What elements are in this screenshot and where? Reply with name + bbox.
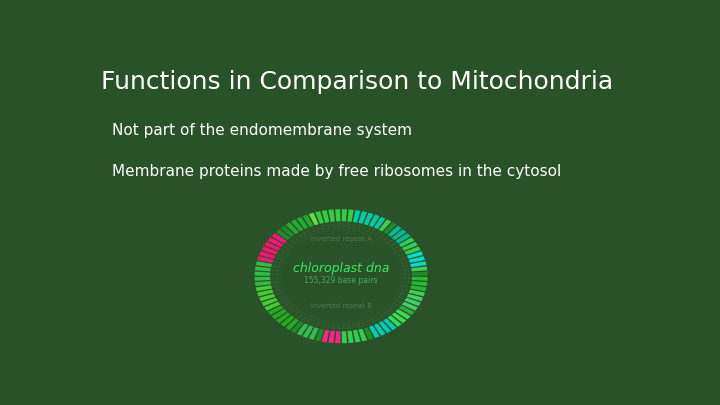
Polygon shape	[291, 220, 303, 231]
Polygon shape	[264, 302, 280, 311]
Polygon shape	[328, 330, 335, 343]
Polygon shape	[379, 321, 391, 333]
Polygon shape	[410, 261, 426, 267]
Text: chloroplast dna: chloroplast dna	[293, 262, 390, 275]
Polygon shape	[256, 286, 272, 291]
Polygon shape	[347, 209, 354, 222]
Polygon shape	[286, 222, 299, 234]
Polygon shape	[342, 331, 347, 343]
Polygon shape	[392, 312, 406, 323]
Polygon shape	[259, 251, 275, 259]
Polygon shape	[407, 294, 423, 301]
Polygon shape	[402, 242, 418, 251]
Polygon shape	[353, 210, 361, 223]
Polygon shape	[405, 246, 420, 255]
Polygon shape	[286, 318, 299, 330]
Polygon shape	[259, 294, 275, 301]
Text: Membrane proteins made by free ribosomes in the cytosol: Membrane proteins made by free ribosomes…	[112, 164, 562, 179]
Polygon shape	[387, 226, 402, 237]
Polygon shape	[297, 217, 308, 229]
Polygon shape	[379, 220, 391, 231]
Polygon shape	[383, 222, 397, 234]
Polygon shape	[281, 315, 294, 327]
Polygon shape	[374, 217, 385, 229]
Polygon shape	[257, 290, 274, 296]
Polygon shape	[409, 256, 425, 263]
Polygon shape	[256, 261, 272, 267]
Polygon shape	[383, 318, 397, 330]
Polygon shape	[364, 213, 374, 225]
Polygon shape	[328, 209, 335, 222]
Polygon shape	[281, 226, 294, 237]
Polygon shape	[322, 330, 329, 342]
Polygon shape	[374, 324, 385, 336]
Polygon shape	[399, 237, 415, 247]
Polygon shape	[264, 242, 280, 251]
Polygon shape	[261, 298, 278, 306]
Polygon shape	[309, 327, 318, 340]
Polygon shape	[268, 237, 283, 247]
Polygon shape	[412, 272, 428, 276]
Text: inverted repeat A: inverted repeat A	[310, 237, 372, 242]
Polygon shape	[409, 290, 425, 296]
Polygon shape	[302, 215, 313, 227]
Polygon shape	[410, 286, 426, 291]
Polygon shape	[411, 266, 427, 271]
Polygon shape	[411, 281, 427, 286]
Polygon shape	[359, 211, 367, 224]
Polygon shape	[405, 298, 420, 306]
Text: Not part of the endomembrane system: Not part of the endomembrane system	[112, 124, 413, 139]
Polygon shape	[364, 327, 374, 340]
Polygon shape	[261, 246, 278, 255]
Polygon shape	[302, 326, 313, 338]
Polygon shape	[387, 315, 402, 327]
Polygon shape	[309, 213, 318, 225]
Polygon shape	[315, 211, 324, 224]
Polygon shape	[342, 209, 347, 222]
Polygon shape	[270, 221, 412, 331]
Text: 155,329 base pairs: 155,329 base pairs	[305, 276, 378, 285]
Polygon shape	[268, 305, 283, 315]
Polygon shape	[291, 321, 303, 333]
Polygon shape	[255, 281, 271, 286]
Polygon shape	[271, 233, 287, 243]
Polygon shape	[395, 309, 410, 319]
Polygon shape	[255, 272, 270, 276]
Polygon shape	[297, 324, 308, 336]
Polygon shape	[402, 302, 418, 311]
Polygon shape	[257, 256, 274, 263]
Polygon shape	[369, 326, 379, 338]
Polygon shape	[359, 329, 367, 341]
Polygon shape	[399, 305, 415, 315]
Polygon shape	[336, 209, 341, 222]
Polygon shape	[276, 229, 290, 240]
Polygon shape	[315, 329, 324, 341]
Polygon shape	[369, 215, 379, 227]
Polygon shape	[407, 251, 423, 259]
Polygon shape	[353, 330, 361, 342]
Polygon shape	[255, 277, 270, 281]
Polygon shape	[412, 277, 428, 281]
Polygon shape	[336, 331, 341, 343]
Polygon shape	[347, 330, 354, 343]
Polygon shape	[395, 233, 410, 243]
Polygon shape	[255, 266, 271, 271]
Polygon shape	[276, 312, 290, 323]
Text: inverted repeat B: inverted repeat B	[310, 303, 372, 309]
Polygon shape	[271, 309, 287, 319]
Polygon shape	[392, 229, 406, 240]
Polygon shape	[322, 210, 329, 223]
Text: Functions in Comparison to Mitochondria: Functions in Comparison to Mitochondria	[101, 70, 613, 94]
